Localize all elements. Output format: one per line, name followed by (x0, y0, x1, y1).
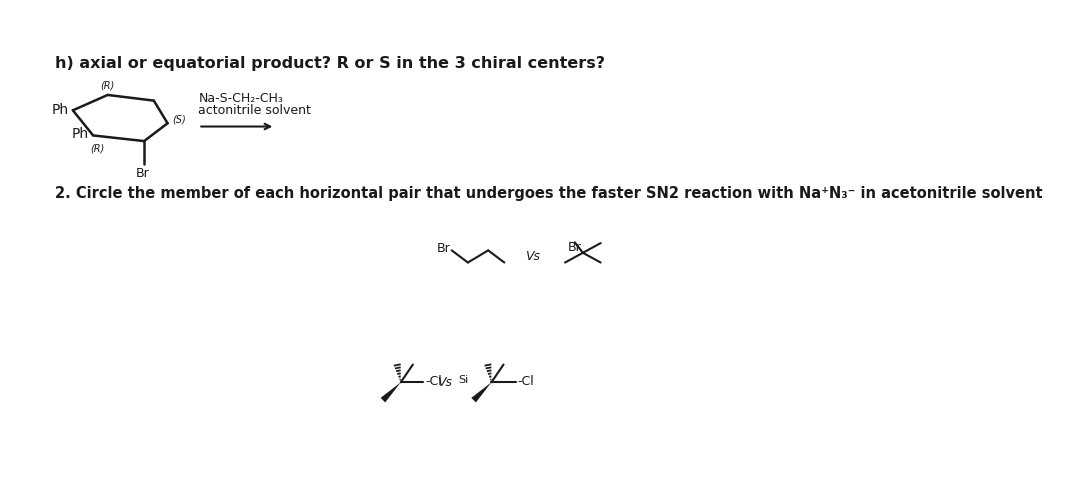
Text: Ph: Ph (52, 103, 69, 117)
Text: Ph: Ph (72, 127, 89, 141)
Text: (R): (R) (90, 144, 105, 153)
Polygon shape (471, 382, 491, 402)
Text: Br: Br (568, 241, 582, 254)
Text: Vs: Vs (525, 249, 540, 262)
Text: -Cl: -Cl (517, 375, 534, 388)
Text: Br: Br (136, 167, 149, 180)
Text: Na-S-CH₂-CH₃: Na-S-CH₂-CH₃ (199, 93, 283, 106)
Text: (S): (S) (173, 114, 186, 124)
Polygon shape (380, 382, 401, 402)
Text: Br: Br (436, 242, 450, 255)
Text: Vs: Vs (437, 376, 453, 389)
Text: (R): (R) (100, 81, 114, 91)
Text: 2. Circle the member of each horizontal pair that undergoes the faster SN2 react: 2. Circle the member of each horizontal … (55, 186, 1042, 201)
Text: Si: Si (459, 375, 469, 385)
Text: -Cl: -Cl (426, 375, 442, 388)
Text: actonitrile solvent: actonitrile solvent (199, 104, 311, 117)
Text: h) axial or equatorial product? R or S in the 3 chiral centers?: h) axial or equatorial product? R or S i… (55, 56, 605, 71)
